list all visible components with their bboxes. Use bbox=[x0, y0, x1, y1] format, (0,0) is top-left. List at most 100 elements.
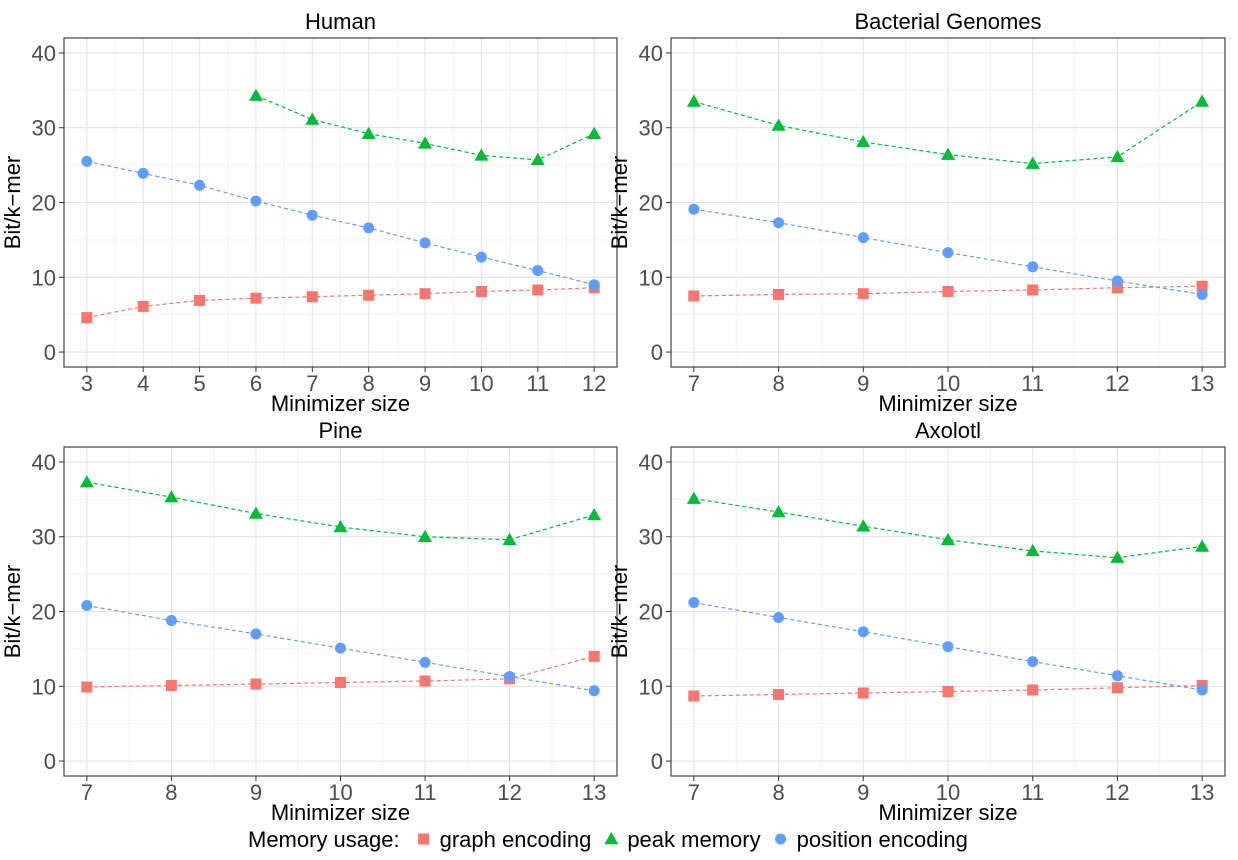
x-tick-label: 8 bbox=[772, 371, 784, 396]
data-point-position-encoding bbox=[1196, 288, 1208, 300]
data-point-graph-encoding bbox=[250, 292, 262, 304]
y-tick-label: 40 bbox=[639, 450, 663, 475]
data-point-graph-encoding bbox=[419, 288, 431, 300]
data-point-position-encoding bbox=[588, 279, 600, 291]
x-tick-label: 9 bbox=[857, 780, 869, 805]
data-point-graph-encoding bbox=[1196, 280, 1208, 292]
y-tick-label: 0 bbox=[651, 749, 663, 774]
data-point-position-encoding bbox=[81, 600, 93, 612]
legend-key-square bbox=[418, 833, 430, 845]
x-axis-title: Minimizer size bbox=[271, 391, 410, 416]
x-tick-label: 8 bbox=[363, 371, 375, 396]
data-point-position-encoding bbox=[688, 597, 700, 609]
data-point-peak-memory bbox=[164, 490, 179, 503]
data-point-peak-memory bbox=[1025, 156, 1040, 169]
data-point-peak-memory bbox=[305, 112, 320, 125]
data-point-position-encoding bbox=[942, 247, 954, 259]
data-point-graph-encoding bbox=[773, 688, 785, 700]
data-point-peak-memory bbox=[1110, 149, 1125, 163]
y-tick-label: 20 bbox=[32, 191, 56, 216]
y-tick-label: 10 bbox=[639, 265, 663, 290]
panel-title: Pine bbox=[318, 418, 362, 443]
y-tick-label: 30 bbox=[639, 525, 663, 550]
data-point-position-encoding bbox=[504, 671, 516, 683]
x-tick-label: 9 bbox=[857, 371, 869, 396]
data-point-position-encoding bbox=[1027, 656, 1039, 668]
x-tick-label: 3 bbox=[81, 371, 93, 396]
data-point-graph-encoding bbox=[81, 681, 93, 693]
y-tick-label: 20 bbox=[639, 600, 663, 625]
legend-title: Memory usage: bbox=[248, 827, 400, 852]
data-point-graph-encoding bbox=[857, 288, 869, 300]
data-point-position-encoding bbox=[857, 232, 869, 244]
data-point-position-encoding bbox=[1196, 684, 1208, 696]
panel-2: 0 10 20 30 40 7 8 9 10 11 12 13 Pine Minimizer size Bi… bbox=[0, 418, 618, 825]
data-point-peak-memory bbox=[1195, 94, 1210, 107]
data-point-position-encoding bbox=[1111, 275, 1123, 287]
y-tick-label: 20 bbox=[32, 600, 56, 625]
data-point-peak-memory bbox=[418, 136, 433, 149]
x-tick-label: 6 bbox=[250, 371, 262, 396]
data-point-position-encoding bbox=[773, 217, 785, 229]
data-point-graph-encoding bbox=[773, 288, 785, 300]
data-point-peak-memory bbox=[587, 508, 602, 521]
data-point-graph-encoding bbox=[419, 675, 431, 687]
data-point-position-encoding bbox=[942, 641, 954, 653]
data-point-position-encoding bbox=[306, 209, 318, 221]
data-point-peak-memory bbox=[361, 126, 376, 139]
legend-item-label: graph encoding bbox=[440, 827, 592, 852]
x-tick-label: 5 bbox=[193, 371, 205, 396]
y-tick-label: 30 bbox=[32, 116, 56, 141]
data-point-position-encoding bbox=[165, 614, 177, 626]
data-point-peak-memory bbox=[248, 88, 263, 101]
data-point-peak-memory bbox=[1110, 550, 1125, 563]
legend-item-label: position encoding bbox=[797, 827, 968, 852]
x-axis-title: Minimizer size bbox=[878, 391, 1017, 416]
panel-3: 0 10 20 30 40 7 8 9 10 11 12 13 Axolotl Minimizer siz… bbox=[607, 418, 1226, 825]
data-point-graph-encoding bbox=[588, 650, 600, 662]
x-tick-label: 9 bbox=[419, 371, 431, 396]
x-tick-label: 11 bbox=[1021, 371, 1044, 396]
y-tick-label: 0 bbox=[651, 340, 663, 365]
series-line-position-encoding bbox=[86, 160, 595, 286]
x-tick-label: 8 bbox=[165, 780, 177, 805]
data-point-position-encoding bbox=[1027, 261, 1039, 273]
x-tick-label: 13 bbox=[582, 780, 606, 805]
y-axis-title: Bit/k−mer bbox=[0, 565, 25, 659]
legend-key-circle bbox=[775, 833, 787, 845]
data-point-position-encoding bbox=[194, 179, 206, 191]
data-point-graph-encoding bbox=[688, 690, 700, 702]
data-point-position-encoding bbox=[419, 656, 431, 668]
data-point-position-encoding bbox=[335, 642, 346, 654]
data-point-graph-encoding bbox=[363, 289, 375, 301]
data-point-position-encoding bbox=[250, 628, 262, 640]
panel-title: Human bbox=[305, 9, 376, 34]
panel-title: Bacterial Genomes bbox=[854, 9, 1041, 34]
x-tick-label: 12 bbox=[1105, 780, 1129, 805]
data-point-position-encoding bbox=[1111, 670, 1123, 682]
data-point-position-encoding bbox=[137, 167, 149, 179]
y-tick-label: 10 bbox=[32, 674, 56, 699]
data-point-position-encoding bbox=[363, 222, 375, 234]
x-tick-label: 10 bbox=[469, 371, 493, 396]
data-point-peak-memory bbox=[941, 532, 955, 545]
legend: Memory usage: graph encoding peak memory po… bbox=[248, 827, 968, 852]
y-tick-label: 10 bbox=[32, 265, 56, 290]
y-axis-title: Bit/k−mer bbox=[0, 156, 25, 250]
data-point-peak-memory bbox=[856, 134, 871, 148]
y-axis-title: Bit/k−mer bbox=[607, 565, 632, 659]
y-tick-label: 0 bbox=[44, 340, 56, 365]
data-point-graph-encoding bbox=[475, 285, 487, 297]
y-tick-label: 40 bbox=[32, 450, 56, 475]
x-tick-label: 11 bbox=[1021, 780, 1044, 805]
data-point-peak-memory bbox=[530, 152, 545, 166]
x-tick-label: 12 bbox=[497, 780, 521, 805]
x-tick-label: 7 bbox=[688, 371, 700, 396]
x-tick-label: 10 bbox=[936, 371, 960, 396]
y-axis-title: Bit/k−mer bbox=[607, 156, 632, 250]
data-point-graph-encoding bbox=[194, 294, 206, 306]
data-point-graph-encoding bbox=[335, 677, 346, 689]
series-line-graph-encoding bbox=[86, 287, 595, 319]
legend-item-label: peak memory bbox=[627, 827, 760, 852]
